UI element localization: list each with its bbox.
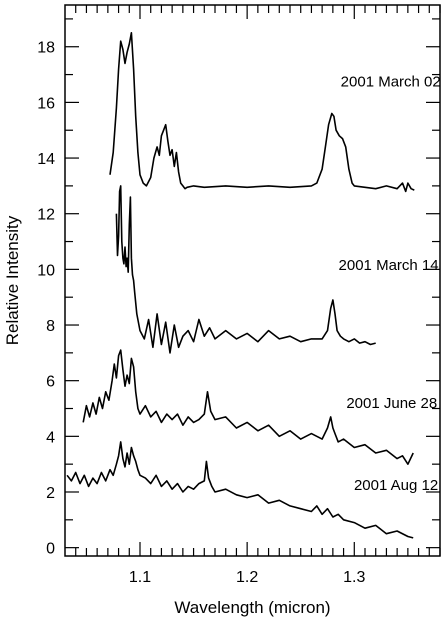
y-tick-label: 16 — [37, 95, 55, 112]
axis-ticks — [65, 5, 441, 556]
series-labels: 2001 March 02 2001 March 14 2001 June 28 20… — [339, 74, 441, 495]
y-tick-label: 0 — [46, 541, 55, 558]
tick-labels: 1.1 1.2 1.3 0 2 4 6 8 10 12 14 16 18 — [37, 40, 365, 586]
y-tick-label: 14 — [37, 151, 55, 168]
x-tick-label: 1.1 — [129, 569, 151, 586]
series-label: 2001 June 28 — [346, 395, 437, 412]
y-axis-label: Relative Intensity — [3, 215, 22, 345]
series-label: 2001 March 14 — [339, 257, 439, 274]
series-line — [109, 31, 415, 193]
plot-frame — [64, 4, 441, 557]
series-line — [82, 349, 414, 466]
y-tick-label: 6 — [46, 374, 55, 391]
series-line — [115, 185, 376, 354]
plot-lines — [66, 31, 415, 539]
y-tick-label: 2 — [46, 485, 55, 502]
y-tick-label: 4 — [46, 429, 55, 446]
series-label: 2001 Aug 12 — [354, 477, 438, 494]
y-tick-label: 10 — [37, 262, 55, 279]
series-line — [66, 441, 414, 539]
y-tick-label: 18 — [37, 40, 55, 57]
x-axis-label: Wavelength (micron) — [174, 598, 330, 617]
series-label: 2001 March 02 — [341, 74, 441, 91]
x-tick-label: 1.2 — [236, 569, 258, 586]
x-tick-label: 1.3 — [343, 569, 365, 586]
y-tick-label: 8 — [46, 318, 55, 335]
y-tick-label: 12 — [37, 207, 55, 224]
